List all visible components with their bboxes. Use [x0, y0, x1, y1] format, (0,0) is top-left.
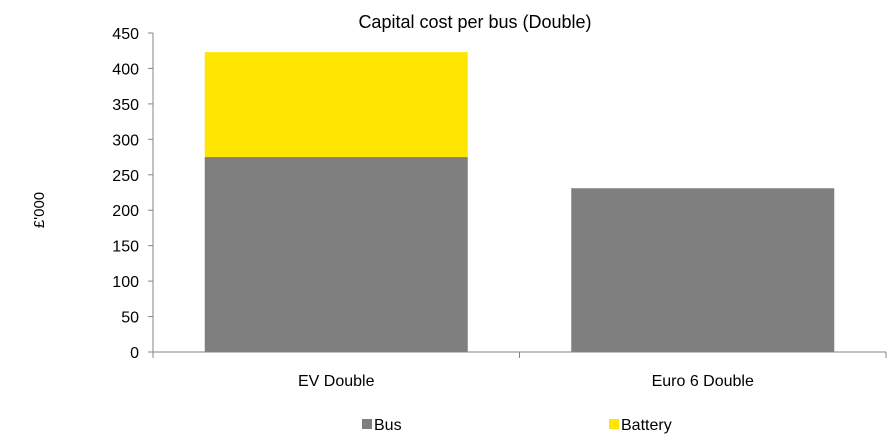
x-ticks: EV Double Euro 6 Double: [152, 352, 887, 390]
y-tick-label: 450: [112, 26, 139, 43]
y-tick-label: 200: [112, 203, 139, 220]
y-ticks: 0 50 100 150 200 250 300 350 400 450: [112, 26, 153, 362]
y-tick-label: 150: [112, 239, 139, 256]
y-tick-label: 300: [112, 132, 139, 149]
y-tick-label: 0: [130, 345, 139, 362]
legend: Bus Battery: [362, 417, 672, 434]
y-tick-label: 400: [112, 61, 139, 78]
x-tick-label: EV Double: [298, 373, 375, 390]
y-tick-label: 50: [121, 310, 139, 327]
legend-label-bus: Bus: [374, 417, 402, 434]
legend-swatch-bus: [362, 419, 372, 429]
bar-bus-0: [204, 157, 468, 352]
x-tick-label: Euro 6 Double: [652, 373, 754, 390]
y-tick-label: 100: [112, 274, 139, 291]
chart-title: Capital cost per bus (Double): [358, 12, 591, 32]
legend-label-battery: Battery: [621, 417, 672, 434]
bar-bus-1: [571, 188, 835, 352]
legend-swatch-battery: [609, 419, 619, 429]
y-tick-label: 250: [112, 168, 139, 185]
bar-battery-0: [204, 52, 468, 158]
y-axis-title: £'000: [31, 192, 48, 228]
bars: [204, 52, 835, 352]
y-tick-label: 350: [112, 97, 139, 114]
